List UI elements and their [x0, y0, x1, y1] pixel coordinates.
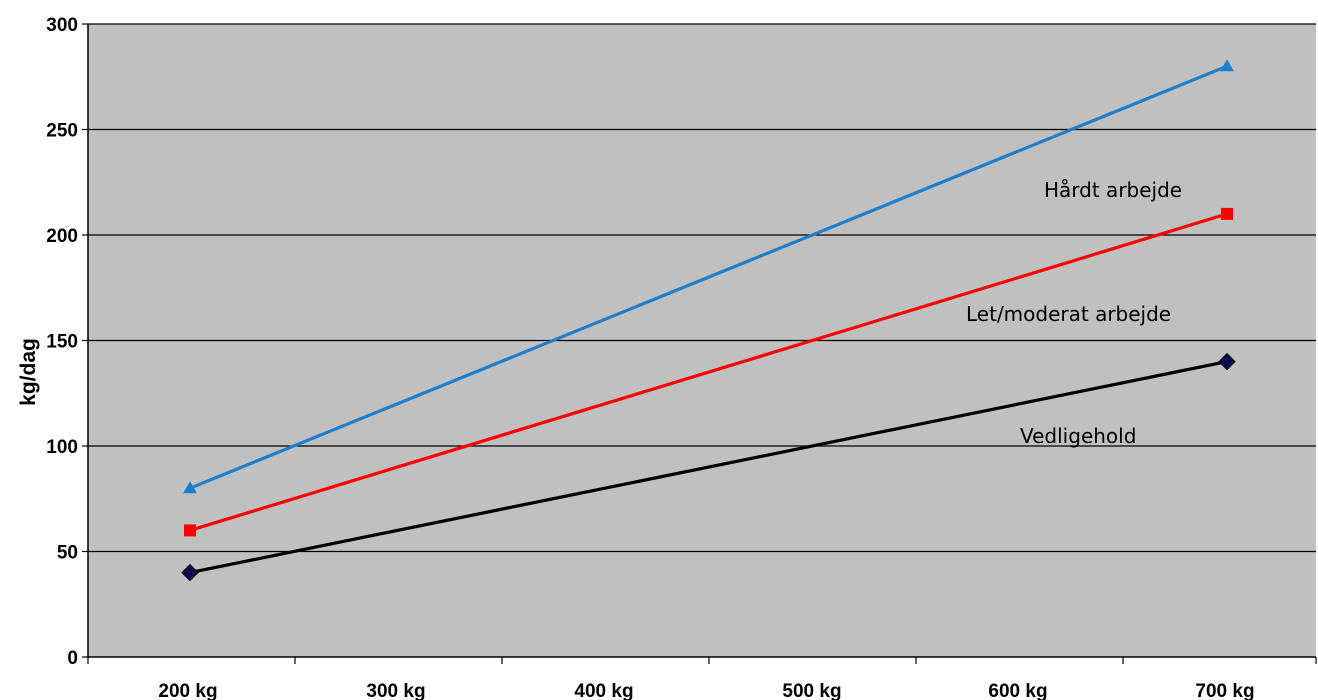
x-tick-label: 500 kg — [782, 681, 841, 700]
y-tick-labels: 0 50 100 150 200 250 300 — [46, 15, 88, 669]
y-tick-label: 250 — [46, 121, 78, 142]
data-point-square — [184, 524, 196, 537]
series-lines — [181, 59, 1236, 582]
x-tick-label: 300 kg — [366, 681, 425, 700]
series-annotation: Let/moderat arbejde — [966, 302, 1171, 326]
series-annotation: Vedligehold — [1020, 424, 1136, 448]
y-tick-label: 0 — [67, 648, 78, 669]
x-tick-label: 200 kg — [158, 681, 217, 700]
y-tick-label: 300 — [46, 15, 78, 36]
series-line — [189, 360, 1228, 575]
y-axis-label: kg/dag — [17, 338, 40, 406]
x-tick-label: 600 kg — [988, 681, 1047, 700]
series-line — [189, 212, 1228, 532]
y-tick-label: 50 — [57, 543, 78, 564]
x-tick-label: 700 kg — [1195, 681, 1254, 700]
data-point-diamond — [181, 563, 199, 582]
data-point-square — [1221, 207, 1233, 220]
annotations: Hårdt arbejde Let/moderat arbejde Vedligeh… — [966, 178, 1182, 448]
data-point-triangle — [1220, 59, 1234, 72]
y-tick-label: 150 — [46, 332, 78, 353]
y-tick-label: 200 — [46, 226, 78, 247]
series-line — [189, 64, 1228, 490]
data-point-triangle — [183, 481, 197, 494]
x-tick-labels: 200 kg 300 kg 400 kg 500 kg 600 kg 700 kg — [87, 657, 1317, 700]
x-tick-label: 400 kg — [574, 681, 633, 700]
y-tick-label: 100 — [46, 437, 78, 458]
data-point-diamond — [1218, 352, 1236, 371]
series-annotation: Hårdt arbejde — [1044, 178, 1182, 202]
